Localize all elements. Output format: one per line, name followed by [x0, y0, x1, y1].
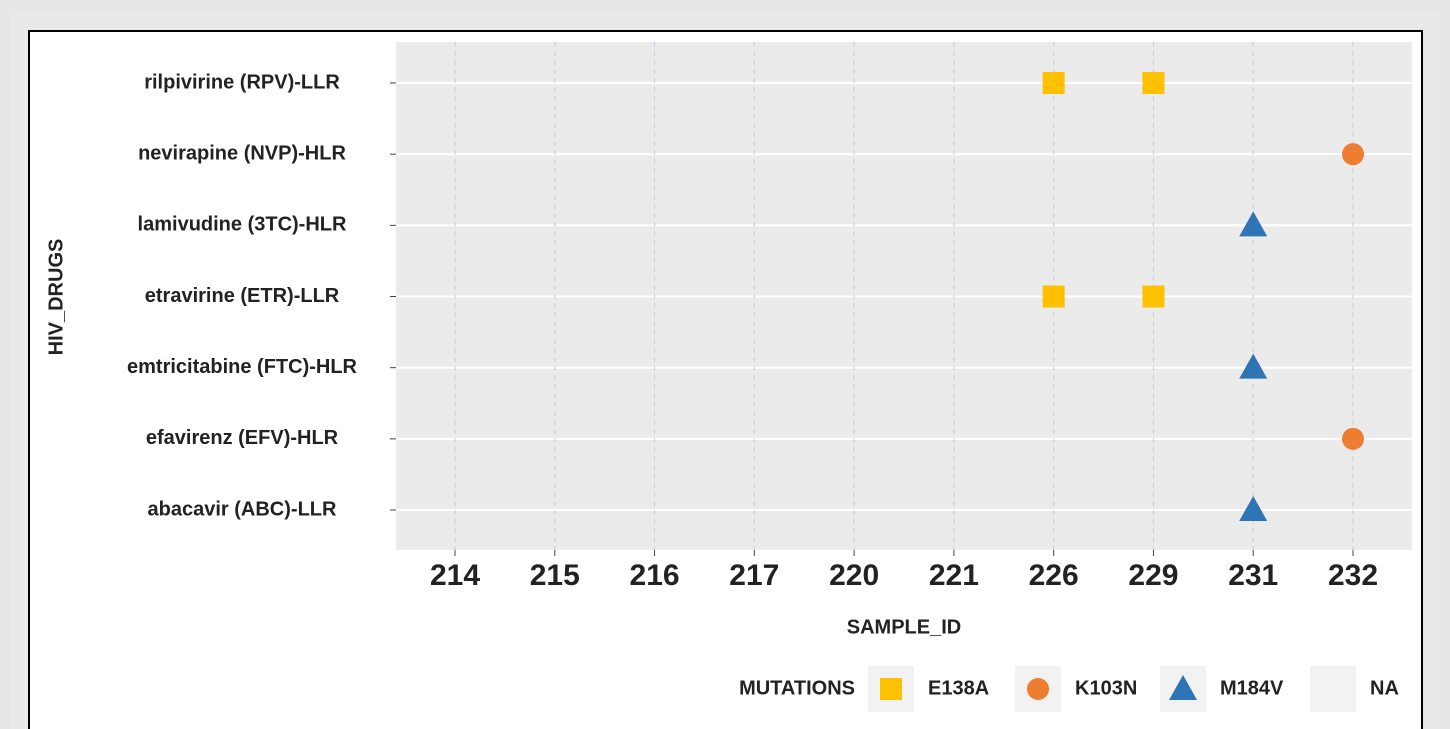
point — [1042, 72, 1065, 94]
x-tick-label: 229 — [1128, 559, 1178, 592]
x-tick-label: 220 — [829, 559, 879, 592]
legend-label: E138A — [928, 677, 989, 699]
y-tick-label: etravirine (ETR)-LLR — [145, 285, 340, 307]
legend-label: M184V — [1220, 677, 1284, 699]
x-tick-label: 216 — [630, 559, 680, 592]
point — [1342, 143, 1364, 166]
y-axis-title: HIV_DRUGS — [45, 239, 67, 356]
point — [1342, 427, 1364, 450]
x-tick-label: 231 — [1228, 559, 1278, 592]
y-tick-label: rilpivirine (RPV)-LLR — [144, 71, 340, 93]
legend-symbol — [1027, 678, 1049, 700]
point — [1239, 353, 1268, 379]
legend-title: MUTATIONS — [739, 677, 855, 699]
y-tick-label: efavirenz (EFV)-HLR — [146, 427, 339, 449]
x-tick-label: 214 — [430, 559, 480, 592]
legend-symbol — [880, 678, 902, 700]
legend-label: NA — [1370, 677, 1399, 699]
y-tick-label: lamivudine (3TC)-HLR — [138, 214, 347, 236]
x-tick-label: 217 — [729, 559, 779, 592]
x-tick-label: 215 — [530, 559, 580, 592]
x-axis-title: SAMPLE_ID — [847, 616, 961, 638]
legend-label: K103N — [1075, 677, 1137, 699]
x-tick-label: 226 — [1029, 559, 1079, 592]
point — [1042, 285, 1065, 308]
point — [1142, 72, 1165, 94]
x-tick-label: 221 — [929, 559, 979, 592]
point — [1142, 285, 1165, 308]
point — [1239, 211, 1268, 237]
legend-symbol — [1169, 675, 1197, 700]
x-tick-label: 232 — [1328, 559, 1378, 592]
point — [1239, 496, 1268, 521]
legend-key — [1310, 666, 1356, 712]
y-tick-label: nevirapine (NVP)-HLR — [138, 142, 346, 164]
y-tick-label: emtricitabine (FTC)-HLR — [127, 356, 358, 378]
y-tick-label: abacavir (ABC)-LLR — [148, 498, 337, 520]
